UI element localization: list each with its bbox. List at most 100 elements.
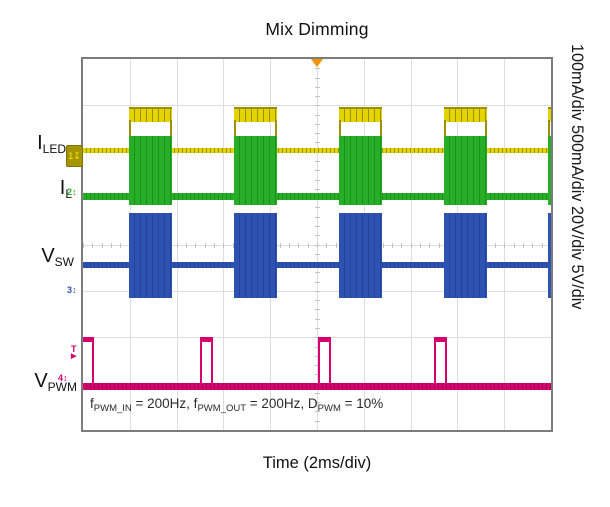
annotation-text: = 10% — [340, 396, 384, 411]
center-axis-minor-tick — [288, 242, 290, 248]
right-axis-scale-label: 100mA/div 500mA/div 20V/div 5V/div — [568, 44, 586, 310]
center-axis-minor-tick — [391, 242, 393, 248]
trace-vpwm-pulse-top — [434, 336, 448, 342]
center-axis-minor-tick — [382, 242, 384, 248]
trace-vsw-burst-block — [548, 213, 551, 298]
trace-iled-burst-band — [548, 107, 551, 122]
center-axis-minor-tick — [83, 242, 84, 248]
center-axis-minor-tick — [419, 242, 421, 248]
center-axis-minor-tick — [195, 242, 197, 248]
annotation-text: = 200Hz, f — [131, 396, 198, 411]
center-axis-minor-tick — [315, 114, 320, 116]
trace-iled-burst-edge — [444, 119, 447, 151]
trace-vsw-burst-block — [233, 213, 277, 298]
trace-iled-burst-edge — [233, 119, 236, 151]
trace-vsw-burst-block — [444, 213, 488, 298]
center-axis-minor-tick — [315, 355, 320, 357]
trigger-arrow-glyph: ▶ — [71, 352, 77, 360]
center-axis-minor-tick — [315, 77, 320, 79]
trace-vpwm-pulse-top — [317, 336, 331, 342]
center-axis-minor-tick — [315, 235, 320, 237]
annotation-text: = 200Hz, D — [246, 396, 318, 411]
center-axis-minor-tick — [315, 96, 320, 98]
chart-title: Mix Dimming — [265, 19, 369, 39]
trace-vpwm-label-sub: PWM — [47, 380, 77, 394]
center-axis-minor-tick — [315, 337, 320, 339]
center-axis-minor-tick — [298, 242, 300, 248]
center-axis-minor-tick — [315, 179, 320, 181]
channel-2-reference-marker-icon: 2↕ — [67, 187, 77, 197]
trace-il-baseline — [83, 193, 551, 200]
center-axis-minor-tick — [315, 225, 320, 227]
center-axis-minor-tick — [315, 207, 320, 209]
trace-vpwm-pulse-top — [200, 336, 213, 342]
trace-vsw-burst-block — [128, 213, 172, 298]
channel-3-reference-marker-icon: 3↕ — [67, 285, 77, 295]
trace-il-burst-block — [444, 135, 488, 205]
center-axis-minor-tick — [315, 290, 320, 292]
center-axis-minor-tick — [315, 374, 320, 376]
center-axis-minor-tick — [315, 365, 320, 367]
annotation-subscript: PWM_IN — [93, 403, 132, 414]
test-conditions-annotation: fPWM_IN = 200Hz, fPWM_OUT = 200Hz, DPWM … — [90, 396, 383, 414]
center-axis-minor-tick — [315, 420, 320, 422]
trace-vpwm-baseline — [83, 382, 551, 390]
trace-vsw-label-main: V — [41, 245, 55, 267]
center-axis-minor-tick — [315, 188, 320, 190]
trace-il-burst-block — [128, 135, 172, 205]
trace-vpwm-pulse-edge — [434, 341, 437, 383]
trace-il-label: IL — [40, 178, 72, 200]
center-axis-minor-tick — [410, 242, 412, 248]
annotation-text: f — [90, 396, 94, 411]
center-axis-minor-tick — [513, 242, 515, 248]
center-axis-minor-tick — [315, 170, 320, 172]
trace-vpwm-pulse-edge — [91, 341, 94, 383]
trace-iled-burst-band — [339, 107, 383, 122]
trace-iled-burst-edge — [548, 119, 550, 151]
center-axis-minor-tick — [101, 242, 103, 248]
annotation-subscript: PWM_OUT — [197, 403, 246, 414]
center-axis-minor-tick — [307, 242, 309, 248]
center-axis-minor-tick — [92, 242, 94, 248]
trace-vpwm-label-main: V — [34, 370, 48, 392]
trace-iled-label: ILED — [26, 133, 66, 155]
trace-vpwm-pulse-edge — [317, 341, 320, 383]
center-axis-minor-tick — [204, 242, 206, 248]
trace-vpwm-label: VPWM — [16, 371, 77, 393]
center-axis-minor-tick — [541, 242, 543, 248]
center-axis-minor-tick — [551, 243, 552, 248]
trace-vpwm-pulse-edge — [81, 342, 83, 383]
center-axis-minor-tick — [315, 327, 320, 329]
channel-1-reference-marker-icon: 1↧ — [66, 145, 83, 167]
center-axis-minor-tick — [315, 430, 320, 431]
trace-iled-label-main: I — [37, 132, 43, 154]
trace-iled-burst-band — [128, 107, 172, 122]
center-axis-minor-tick — [522, 242, 524, 248]
center-axis-minor-tick — [120, 242, 122, 248]
center-axis-minor-tick — [532, 242, 534, 248]
trace-iled-burst-edge — [380, 119, 383, 151]
center-axis-minor-tick — [504, 242, 506, 248]
x-axis-label: Time (2ms/div) — [262, 454, 372, 472]
trace-vsw-label-sub: SW — [54, 255, 74, 269]
trace-iled-burst-edge — [169, 119, 172, 151]
center-axis-minor-tick — [223, 242, 225, 248]
center-axis-minor-tick — [176, 242, 178, 248]
trace-vpwm-pulse-edge — [445, 341, 448, 383]
center-axis-minor-tick — [315, 244, 320, 246]
trace-iled-baseline — [83, 148, 551, 153]
center-axis-minor-tick — [315, 272, 320, 274]
center-axis-minor-tick — [315, 281, 320, 283]
center-axis-minor-tick — [315, 411, 320, 413]
trace-il-burst-block — [548, 135, 551, 205]
center-axis-minor-tick — [111, 242, 113, 248]
annotation-subscript: PWM — [317, 403, 341, 414]
center-axis-minor-tick — [315, 253, 320, 255]
trace-iled-burst-edge — [339, 119, 342, 151]
center-axis-minor-tick — [315, 105, 320, 107]
trigger-t-letter: T — [71, 344, 77, 354]
trace-vsw-label: VSW — [28, 246, 74, 268]
trace-vpwm-pulse-edge — [200, 341, 202, 383]
trace-iled-burst-band — [233, 107, 277, 122]
